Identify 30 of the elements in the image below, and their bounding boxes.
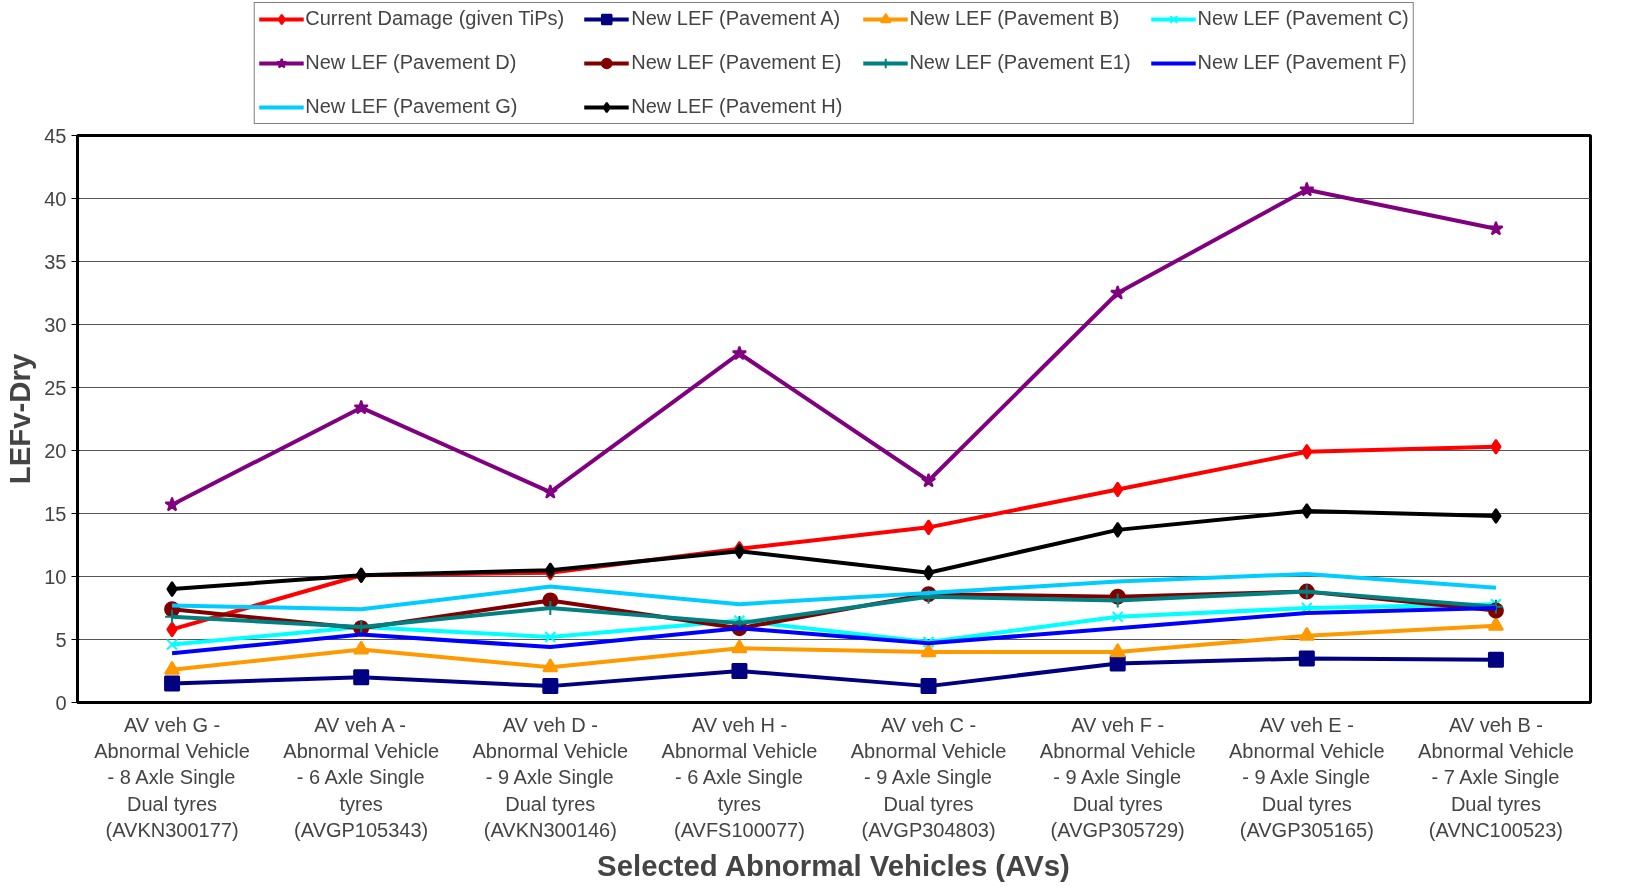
x-tick-label: AV veh G - Abnormal Vehicle - 8 Axle Single Dual tyres (AVKN300177) <box>94 713 250 842</box>
legend-label: New LEF (Pavement G) <box>305 94 518 119</box>
y-tick-label: 0 <box>55 691 67 714</box>
y-tick-label: 25 <box>44 376 67 399</box>
y-tick-label: 40 <box>44 187 67 210</box>
y-tick-label: 20 <box>44 439 67 462</box>
y-axis-title: LEFv-Dry <box>3 353 37 485</box>
y-tick-label: 30 <box>44 313 67 336</box>
legend-label: New LEF (Pavement H) <box>631 94 843 119</box>
x-axis-title: Selected Abnormal Vehicles (AVs) <box>597 849 1070 883</box>
x-tick-label: AV veh C - Abnormal Vehicle - 9 Axle Single Dual tyres (AVGP304803) <box>850 713 1007 842</box>
legend-label: New LEF (Pavement B) <box>909 6 1120 31</box>
x-tick-label: AV veh F - Abnormal Vehicle - 9 Axle Single Dual tyres (AVGP305729) <box>1039 713 1196 842</box>
legend-label: New LEF (Pavement E1) <box>909 50 1131 75</box>
y-tick-label: 5 <box>55 628 67 651</box>
y-tick-label: 45 <box>44 124 67 147</box>
legend-label: New LEF (Pavement A) <box>631 6 841 31</box>
x-tick-label: AV veh A - Abnormal Vehicle - 6 Axle Single tyres (AVGP105343) <box>283 713 440 842</box>
y-tick-label: 35 <box>44 250 67 273</box>
legend-label: New LEF (Pavement E) <box>631 50 842 75</box>
x-tick-label: AV veh E - Abnormal Vehicle - 9 Axle Single Dual tyres (AVGP305165) <box>1228 713 1385 842</box>
x-tick-label: AV veh D - Abnormal Vehicle - 9 Axle Single Dual tyres (AVKN300146) <box>472 713 629 842</box>
y-tick-label: 15 <box>44 502 67 525</box>
y-tick-label: 10 <box>44 565 67 588</box>
legend-label: Current Damage (given TiPs) <box>305 6 565 31</box>
x-tick-label: AV veh B - Abnormal Vehicle - 7 Axle Single Dual tyres (AVNC100523) <box>1418 713 1574 842</box>
x-tick-label: AV veh H - Abnormal Vehicle - 6 Axle Single tyres (AVFS100077) <box>661 713 818 842</box>
legend-label: New LEF (Pavement C) <box>1197 6 1409 31</box>
legend-label: New LEF (Pavement D) <box>305 50 517 75</box>
legend-label: New LEF (Pavement F) <box>1197 50 1407 75</box>
